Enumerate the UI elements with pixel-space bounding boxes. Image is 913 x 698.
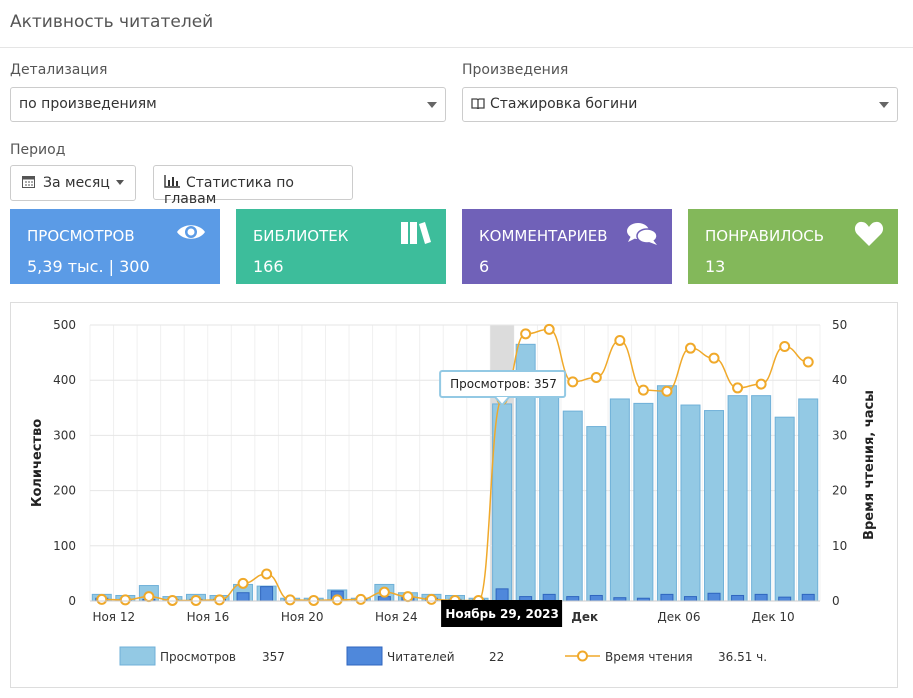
- bar: [661, 594, 673, 601]
- bar: [681, 405, 700, 601]
- bar: [799, 399, 818, 601]
- x-tick-label: Ноя 20: [281, 610, 324, 624]
- legend-value: 357: [262, 650, 285, 664]
- line-marker: [592, 373, 601, 382]
- line-marker: [286, 595, 295, 604]
- legend-swatch: [120, 647, 155, 665]
- bar: [775, 417, 794, 601]
- legend-label: Время чтения: [605, 650, 693, 664]
- line-marker: [144, 592, 153, 601]
- line-marker: [333, 595, 342, 604]
- x-tick-label: Дек 10: [752, 610, 795, 624]
- bar: [657, 386, 676, 601]
- line-marker: [168, 596, 177, 605]
- line-marker: [121, 595, 130, 604]
- line-marker: [427, 595, 436, 604]
- y2-axis-title: Время чтения, часы: [862, 390, 877, 540]
- line-marker: [215, 595, 224, 604]
- legend-swatch: [347, 647, 382, 665]
- line-marker: [733, 383, 742, 392]
- bar: [610, 399, 629, 601]
- bar: [755, 594, 767, 601]
- bar: [684, 597, 696, 601]
- y-tick-label: 200: [53, 484, 76, 498]
- x-tick-label: Ноя 24: [375, 610, 418, 624]
- line-marker: [662, 387, 671, 396]
- line-marker: [97, 595, 106, 604]
- bar: [261, 587, 273, 601]
- bar: [708, 593, 720, 601]
- bar: [496, 589, 508, 601]
- tooltip-text: Просмотров: 357: [450, 377, 557, 391]
- bar: [752, 396, 771, 601]
- legend-value: 22: [489, 650, 504, 664]
- bar: [732, 595, 744, 601]
- bar: [728, 396, 747, 601]
- x-tick-label: Ноя 16: [187, 610, 230, 624]
- y-tick-label: 0: [68, 594, 76, 608]
- bar: [802, 594, 814, 601]
- y2-tick-label: 0: [832, 594, 840, 608]
- bar: [705, 411, 724, 601]
- line-marker: [403, 592, 412, 601]
- bar: [563, 411, 582, 601]
- line-marker: [545, 325, 554, 334]
- line-marker: [356, 595, 365, 604]
- bar: [634, 403, 653, 601]
- bar: [567, 597, 579, 601]
- x-tick-label: Ноя 12: [92, 610, 135, 624]
- legend-label: Читателей: [387, 650, 455, 664]
- crosshair-label: Ноябрь 29, 2023: [445, 607, 559, 621]
- x-tick-label: Дек 06: [657, 610, 700, 624]
- y-tick-label: 400: [53, 373, 76, 387]
- bar: [587, 427, 606, 601]
- line-marker: [568, 377, 577, 386]
- y-axis-title: Количество: [30, 419, 45, 507]
- line-marker: [191, 596, 200, 605]
- legend-swatch: [578, 652, 587, 661]
- legend-label: Просмотров: [160, 650, 236, 664]
- y2-tick-label: 30: [832, 428, 847, 442]
- line-marker: [239, 579, 248, 588]
- x-tick-label: Дек: [571, 610, 598, 624]
- bar: [779, 597, 791, 601]
- y2-tick-label: 10: [832, 539, 847, 553]
- line-marker: [380, 588, 389, 597]
- line-marker: [804, 357, 813, 366]
- y-tick-label: 100: [53, 539, 76, 553]
- line-marker: [710, 354, 719, 363]
- y-tick-label: 500: [53, 318, 76, 332]
- y2-tick-label: 40: [832, 373, 847, 387]
- y2-tick-label: 20: [832, 484, 847, 498]
- line-marker: [780, 342, 789, 351]
- line-marker: [521, 329, 530, 338]
- line-marker: [309, 596, 318, 605]
- y-tick-label: 300: [53, 428, 76, 442]
- legend-value: 36.51 ч.: [718, 650, 767, 664]
- y2-tick-label: 50: [832, 318, 847, 332]
- line-marker: [757, 380, 766, 389]
- line-marker: [615, 336, 624, 345]
- bar: [590, 595, 602, 601]
- line-marker: [686, 344, 695, 353]
- bar: [540, 380, 559, 601]
- line-marker: [262, 569, 271, 578]
- bar: [237, 593, 249, 601]
- line-marker: [639, 386, 648, 395]
